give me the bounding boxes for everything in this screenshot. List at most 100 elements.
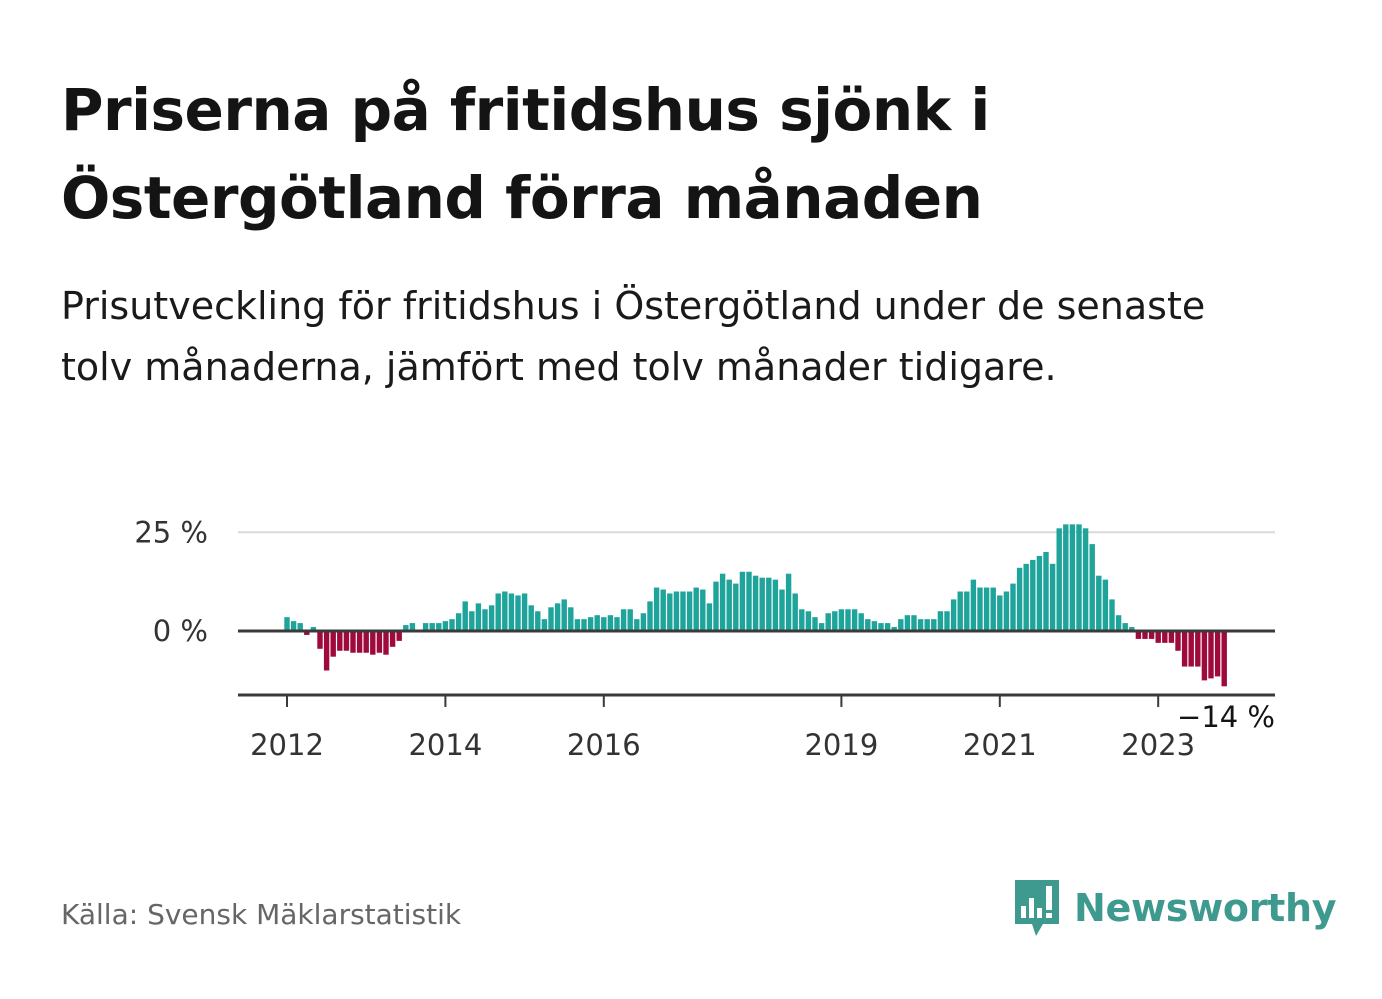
bar: [1201, 631, 1208, 681]
bar: [970, 579, 977, 631]
bar: [706, 603, 713, 631]
bar: [805, 611, 812, 631]
bar: [858, 613, 864, 631]
bar: [554, 603, 561, 631]
bar: [620, 609, 627, 632]
bar: [495, 593, 501, 631]
bar: [1016, 567, 1023, 631]
bar: [515, 595, 521, 631]
x-tick-label: 2012: [250, 728, 324, 762]
bar: [884, 623, 891, 631]
axes: [238, 629, 1275, 707]
bar: [845, 609, 851, 632]
chart-title: Priserna på fritidshus sjönk i Östergötl…: [61, 76, 990, 232]
bar: [475, 603, 482, 631]
bar: [792, 593, 798, 631]
bar: [983, 587, 990, 631]
bar: [429, 623, 435, 631]
bar: [1181, 631, 1188, 667]
bar: [739, 571, 746, 631]
bar: [719, 573, 726, 631]
bar: [1069, 524, 1076, 631]
last-value-label: −14 %: [1177, 700, 1275, 734]
bar: [640, 613, 647, 631]
bar: [1162, 631, 1168, 643]
bar: [482, 609, 488, 632]
bar: [422, 623, 429, 631]
bar: [812, 617, 818, 631]
bar: [917, 619, 924, 631]
bar: [752, 575, 759, 631]
bar: [911, 615, 917, 631]
x-tick-label: 2016: [567, 728, 641, 762]
bar: [304, 631, 310, 635]
bar: [561, 599, 567, 631]
bar: [502, 591, 508, 631]
bar: [442, 621, 449, 632]
y-tick-label: 25 %: [134, 515, 208, 549]
x-tick-label: 2019: [804, 728, 878, 762]
bar: [528, 605, 534, 632]
bar: [462, 601, 468, 632]
bar: [1043, 552, 1049, 631]
bar: [693, 587, 699, 631]
bar: [713, 581, 719, 632]
bar: [1049, 563, 1056, 631]
bar: [1188, 631, 1194, 667]
bar: [581, 619, 587, 631]
bar: [1148, 631, 1155, 639]
bar: [931, 619, 937, 631]
bar: [337, 631, 343, 651]
bar: [891, 627, 897, 631]
bar: [832, 611, 838, 631]
bar: [1109, 599, 1115, 631]
bar: [686, 591, 693, 631]
bar: [1063, 524, 1069, 631]
bar: [1082, 528, 1089, 631]
bar: [594, 615, 600, 631]
bar: [1214, 631, 1221, 677]
bars: [284, 524, 1227, 687]
bar: [1096, 575, 1102, 631]
bar: [370, 631, 376, 655]
axis-labels: 0 % 25 % 2012 2014 2016 2019 2021 2023−14 %: [134, 515, 1275, 762]
bar: [818, 623, 825, 631]
bar: [838, 609, 845, 632]
bar: [1089, 544, 1095, 631]
newsworthy-logo-text: Newsworthy: [1074, 886, 1337, 930]
bar: [469, 611, 475, 631]
bar: [601, 617, 607, 631]
bar: [1168, 631, 1175, 643]
bar: [1030, 559, 1036, 631]
bar: [653, 587, 660, 631]
bar: [568, 607, 574, 631]
bar: [436, 623, 442, 631]
bar: [726, 579, 732, 631]
bar-chart: 0 % 25 % 2012 2014 2016 2019 2021 2023−14 %: [134, 515, 1275, 762]
bar: [409, 623, 416, 631]
bar: [535, 611, 541, 631]
bar: [290, 621, 297, 632]
bar: [403, 625, 409, 632]
bar: [343, 631, 350, 651]
bar: [389, 631, 396, 647]
bar: [759, 577, 765, 631]
bar: [799, 609, 805, 632]
bar: [1175, 631, 1181, 651]
bar: [310, 627, 317, 631]
bar: [898, 619, 904, 631]
bar: [455, 613, 462, 631]
bar: [937, 611, 944, 631]
bar: [1023, 563, 1029, 631]
bar: [772, 579, 779, 631]
bar: [667, 593, 673, 631]
bar: [607, 615, 614, 631]
bar: [904, 615, 911, 631]
bar: [614, 617, 620, 631]
bar: [766, 577, 772, 631]
y-tick-label: 0 %: [153, 614, 208, 648]
bar: [851, 609, 858, 632]
bar: [924, 619, 930, 631]
bar: [297, 623, 303, 631]
chart-subtitle: Prisutveckling för fritidshus i Östergöt…: [61, 284, 1206, 389]
